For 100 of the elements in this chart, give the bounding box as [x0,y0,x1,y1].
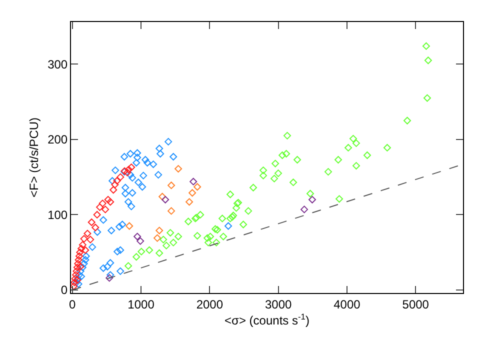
point [158,192,166,200]
point [116,267,124,275]
point [334,156,342,164]
point [100,264,108,272]
point [146,246,154,254]
point [118,220,126,228]
point [75,252,83,260]
point [120,153,128,160]
point [88,243,96,251]
point [186,198,194,206]
x-tick-label: 1000 [128,297,155,312]
point [224,222,232,230]
point [113,177,121,185]
point [98,200,106,208]
point [92,224,100,232]
point [174,165,182,173]
point [82,252,90,260]
point [110,186,118,194]
point [344,144,352,152]
point [290,178,298,186]
point [84,230,92,238]
point [206,232,214,240]
point [74,256,82,264]
point [349,134,357,142]
point [160,236,168,244]
point [154,171,162,179]
point [116,223,124,231]
point [78,272,86,280]
point [126,171,134,179]
point [93,210,101,218]
point [142,156,150,164]
point [104,196,112,204]
point [272,160,280,168]
point [71,274,79,282]
x-tick-label: 5000 [402,297,430,312]
point [132,159,140,167]
point [156,249,164,257]
point [156,226,164,234]
point [220,232,228,240]
point [352,139,360,147]
point [270,174,278,182]
point [78,244,86,252]
point [244,207,252,215]
point [102,206,110,214]
y-tick-label: 300 [48,57,68,72]
point [218,214,226,222]
y-tick-label: 0 [60,283,68,298]
x-tick-label: 3000 [264,297,292,312]
point [363,151,371,159]
y-tick-label: 100 [48,208,68,222]
point [278,151,286,159]
point [126,150,134,158]
point [150,160,158,168]
point [80,235,88,243]
point [156,150,164,158]
point [282,150,290,158]
point [124,168,132,176]
point [106,198,114,206]
point [324,168,332,176]
point [184,218,192,226]
point [94,228,102,236]
point [132,253,140,261]
point [128,189,136,197]
point [204,234,212,242]
point [74,260,82,268]
point [188,189,196,197]
point [144,159,152,167]
point [170,238,178,246]
point [104,262,112,270]
point [260,166,268,174]
point [174,232,182,240]
point [111,180,119,188]
x-tick-label: 4000 [334,297,361,312]
point [156,144,164,152]
point [308,196,316,204]
point [76,248,84,256]
point [124,166,132,174]
point [106,271,114,279]
point [134,154,142,162]
point [80,260,88,268]
point [240,220,248,228]
point [128,202,136,210]
point [72,267,80,275]
point [168,182,176,190]
point [106,259,114,267]
point [96,203,104,211]
point [306,190,314,198]
point [71,282,78,290]
point [82,256,90,264]
point [114,248,122,256]
point [294,156,302,164]
point [300,206,308,214]
point [423,94,431,102]
point [88,218,96,226]
point [170,153,178,160]
point [154,234,162,242]
x-axis-title: <σ> (counts s$^{-1}$) [224,311,310,328]
point [383,144,391,152]
point [162,242,170,250]
point [214,226,222,234]
